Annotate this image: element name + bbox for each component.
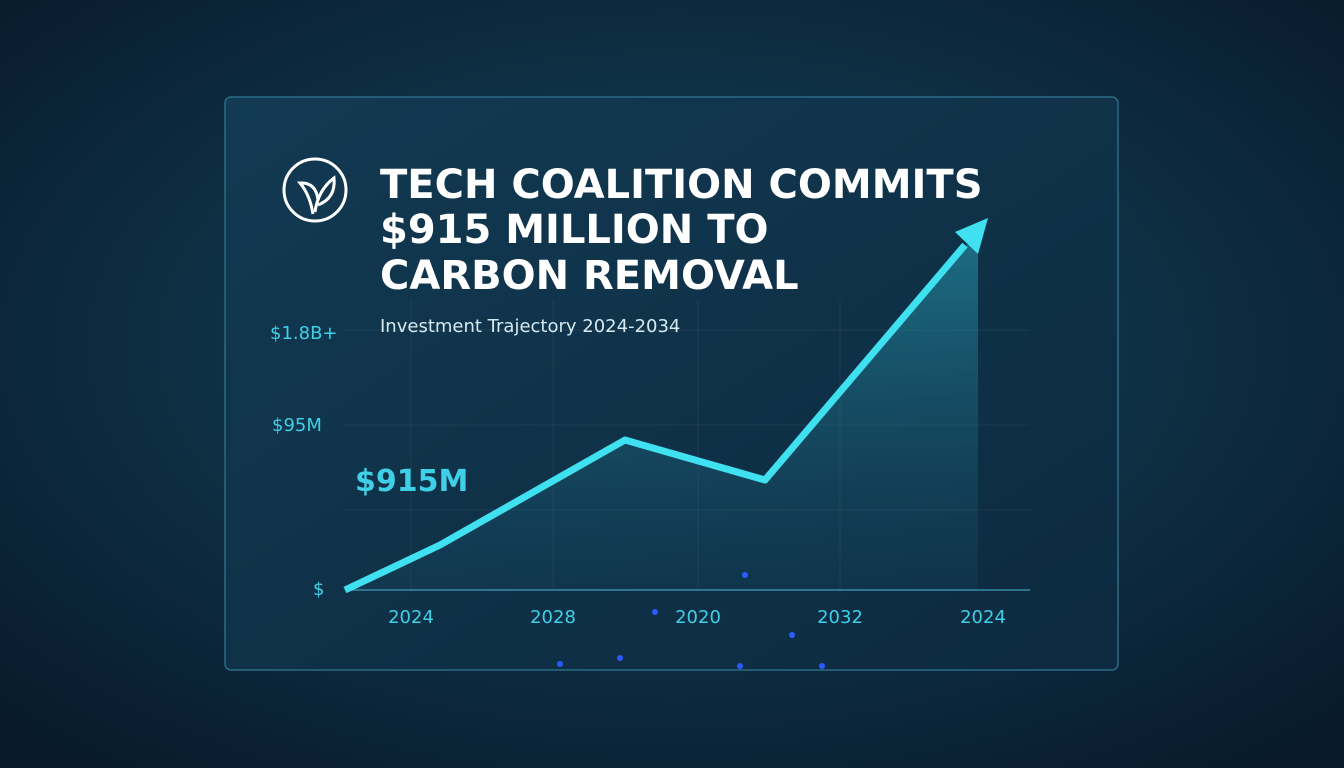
dots bbox=[557, 572, 825, 669]
y-label: $ bbox=[313, 579, 324, 600]
title-line: TECH COALITION COMMITS bbox=[380, 162, 983, 208]
highlight: $915M bbox=[355, 464, 468, 499]
x-label: 2024 bbox=[960, 607, 1006, 628]
x-label: 2032 bbox=[817, 607, 863, 628]
trend-line bbox=[343, 242, 968, 594]
x-label: 2024 bbox=[388, 607, 434, 628]
title-line: CARBON REMOVAL bbox=[380, 253, 799, 299]
y-label: $95M bbox=[272, 415, 322, 436]
arrow-head bbox=[955, 218, 988, 254]
x-label: 2028 bbox=[530, 607, 576, 628]
title-line: $915 MILLION TO bbox=[380, 207, 769, 253]
area bbox=[345, 232, 978, 590]
x-label: 2020 bbox=[675, 607, 721, 628]
subtitle: Investment Trajectory 2024-2034 bbox=[380, 316, 680, 337]
y-label: $1.8B+ bbox=[270, 323, 338, 344]
icon bbox=[282, 157, 348, 223]
